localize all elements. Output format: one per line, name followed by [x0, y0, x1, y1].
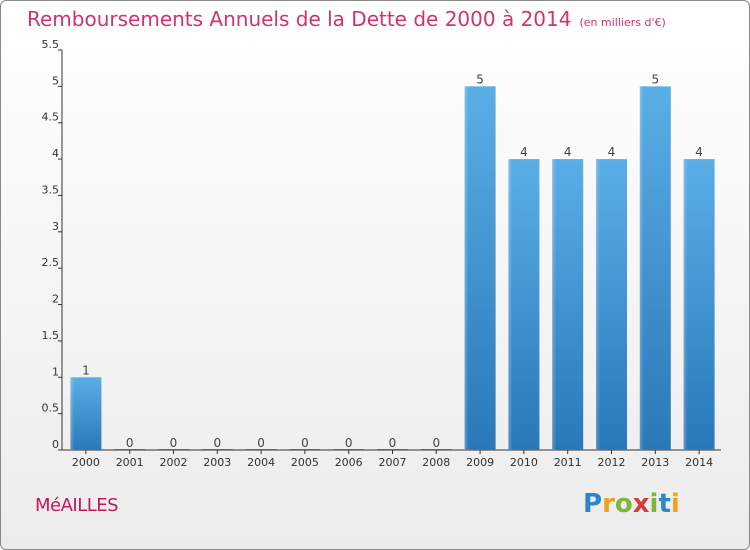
x-tick-label: 2009: [466, 456, 494, 469]
data-label: 4: [608, 145, 616, 159]
logo-letter: o: [614, 489, 633, 519]
chart-title-row: Remboursements Annuels de la Dette de 20…: [27, 7, 666, 31]
bar: [289, 449, 321, 450]
y-tick-label: 5: [52, 74, 59, 87]
x-tick-label: 2006: [335, 456, 363, 469]
x-tick-label: 2005: [291, 456, 319, 469]
proxiti-logo[interactable]: Proxiti: [583, 489, 680, 519]
logo-letter: i: [649, 489, 659, 519]
x-tick-label: 2003: [203, 456, 231, 469]
bar: [508, 159, 540, 450]
chart-title: Remboursements Annuels de la Dette de 20…: [27, 7, 572, 31]
x-tick-label: 2000: [72, 456, 100, 469]
data-label: 0: [126, 436, 134, 450]
y-tick-label: 2.5: [42, 256, 60, 269]
bar: [552, 159, 584, 450]
y-tick-label: 0.5: [42, 402, 60, 415]
y-tick-label: 0: [52, 438, 59, 451]
bar: [596, 159, 627, 450]
x-tick-label: 2001: [116, 456, 144, 469]
x-tick-label: 2008: [422, 456, 450, 469]
chart-subtitle: (en milliers d'€): [579, 16, 666, 29]
x-tick-label: 2004: [247, 456, 275, 469]
bar: [333, 449, 365, 450]
y-tick-label: 3.5: [42, 183, 60, 196]
data-label: 1: [82, 363, 90, 377]
y-tick-label: 5.5: [42, 38, 60, 51]
bar: [639, 86, 671, 450]
logo-letter: i: [670, 489, 680, 519]
bar: [245, 449, 277, 450]
bar-highlight: [508, 159, 513, 450]
x-tick-label: 2012: [598, 456, 626, 469]
data-label: 0: [213, 436, 221, 450]
data-label: 0: [432, 436, 440, 450]
bar: [464, 86, 496, 450]
y-tick-label: 4.5: [42, 111, 60, 124]
data-label: 0: [301, 436, 309, 450]
bar-highlight: [639, 86, 644, 450]
x-tick-label: 2013: [641, 456, 669, 469]
x-tick-label: 2010: [510, 456, 538, 469]
data-label: 0: [345, 436, 353, 450]
y-tick-label: 2: [52, 293, 59, 306]
bar: [158, 449, 189, 450]
bar: [114, 449, 146, 450]
data-label: 0: [389, 436, 397, 450]
data-label: 5: [476, 72, 484, 86]
bar: [201, 449, 233, 450]
data-label: 0: [257, 436, 265, 450]
bar: [377, 449, 408, 450]
x-tick-label: 2011: [554, 456, 582, 469]
logo-letter: r: [602, 489, 615, 519]
data-label: 4: [695, 145, 703, 159]
bar-highlight: [596, 159, 600, 450]
bar: [683, 159, 715, 450]
commune-name: MéAILLES: [35, 495, 119, 516]
data-label: 4: [564, 145, 572, 159]
y-tick-label: 4: [52, 147, 59, 160]
data-label: 4: [520, 145, 528, 159]
bar: [420, 449, 452, 450]
bar: [70, 377, 102, 450]
x-tick-label: 2007: [379, 456, 407, 469]
logo-letter: P: [583, 489, 603, 519]
y-tick-label: 3: [52, 220, 59, 233]
data-label: 5: [651, 72, 659, 86]
bar-highlight: [552, 159, 557, 450]
data-label: 0: [170, 436, 178, 450]
logo-letter: t: [658, 489, 671, 519]
bar-highlight: [683, 159, 688, 450]
bar-highlight: [464, 86, 469, 450]
x-tick-label: 2002: [160, 456, 188, 469]
y-tick-label: 1: [52, 365, 59, 378]
logo-letter: x: [632, 489, 650, 519]
y-tick-label: 1.5: [42, 329, 60, 342]
bar-highlight: [70, 377, 75, 450]
x-tick-label: 2014: [685, 456, 713, 469]
